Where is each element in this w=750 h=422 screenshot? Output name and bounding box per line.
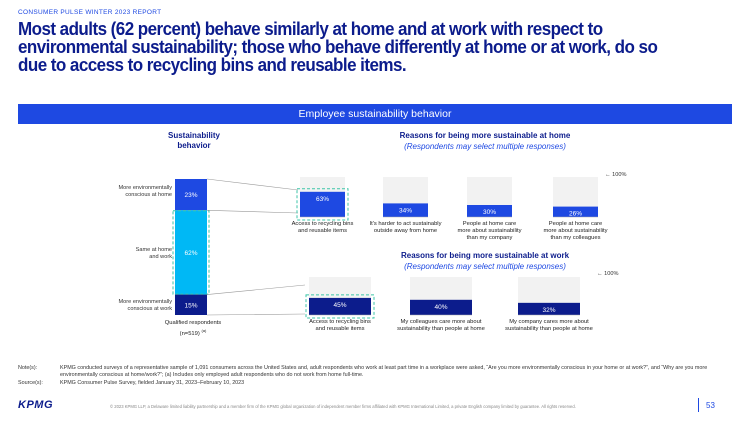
connector-home-bottom [206, 209, 299, 214]
stacked-bar-chart: 23% 62% 15% [172, 179, 210, 315]
row-label-home: More environmentally conscious at home [118, 185, 172, 198]
home-category-label-2: People at home care more about sustainabi… [457, 221, 522, 241]
source-text: KPMG Consumer Pulse Survey, fielded Janu… [60, 380, 245, 386]
work-category-label-1: My colleagues care more about sustainabil… [397, 319, 485, 332]
work-value-1: 40% [434, 304, 447, 311]
home-value-1: 34% [399, 207, 412, 214]
home-value-0: 63% [316, 196, 329, 203]
connector-work-bottom [206, 313, 306, 316]
home-section-subtitle: (Respondents may select multiple respons… [404, 142, 566, 151]
page-number: 53 [706, 401, 715, 410]
home-reasons-chart: 63% 34% 30% 26% [296, 177, 598, 221]
stack-segment-1 [175, 210, 207, 295]
home-bar-1 [383, 203, 428, 217]
left-section-title: Sustainability behavior [148, 131, 240, 151]
row-label-work: More environmentally conscious at work [118, 299, 172, 312]
work-bar-1 [410, 299, 472, 315]
copyright-text: © 2023 KPMG LLP, a Delaware limited liab… [110, 404, 576, 409]
work-section-title: Reasons for being more sustainable at wo… [400, 251, 570, 260]
work-section-subtitle: (Respondents may select multiple respons… [404, 262, 566, 271]
connector-home-top [206, 178, 299, 191]
page-headline: Most adults (62 percent) behave similarl… [18, 18, 658, 75]
work-value-0: 45% [333, 302, 346, 309]
home-bar-2 [467, 205, 512, 217]
stack-label-0: 23% [184, 192, 197, 199]
home-section-title: Reasons for being more sustainable at ho… [399, 131, 571, 140]
home-100-marker: ← 100% [605, 172, 627, 178]
stack-label-1: 62% [184, 250, 197, 257]
work-value-2: 32% [542, 307, 555, 314]
row-label-same: Same at home and work [135, 247, 172, 260]
stack-segment-0 [175, 179, 207, 211]
home-category-label-3: People at home care more about sustainabi… [543, 221, 608, 241]
work-bar-0 [309, 297, 371, 315]
notes-label: Note(s): [18, 365, 38, 371]
section-banner: Employee sustainability behavior [18, 104, 732, 124]
work-highlight-box [305, 294, 375, 319]
page-divider [698, 398, 699, 412]
home-highlight-box [296, 188, 349, 221]
left-title-line2: behavior [177, 141, 211, 150]
work-category-label-0: Access to recycling bins and reusable ite… [309, 319, 371, 332]
stack-label-2: 15% [184, 302, 197, 309]
kpmg-logo: KPMG [18, 399, 53, 411]
home-value-3: 26% [569, 211, 582, 218]
work-reasons-chart: 45% 40% 32% [305, 277, 580, 319]
left-title-line1: Sustainability [167, 131, 220, 140]
connector-lines [206, 178, 306, 316]
home-category-label-0: Access to recycling bins and reusable ite… [291, 221, 354, 234]
left-axis-label: Qualified respondents (n=519) (a) [164, 320, 222, 337]
report-eyebrow: CONSUMER PULSE WINTER 2023 REPORT [18, 9, 162, 16]
home-bar-3 [553, 206, 598, 217]
home-bar-0 [300, 191, 345, 217]
work-100-marker: ← 100% [597, 271, 619, 277]
home-value-2: 30% [483, 209, 496, 216]
source-label: Source(s): [18, 380, 43, 386]
home-category-label-1: It's harder to act sustainably outside aw… [369, 221, 442, 234]
banner-title: Employee sustainability behavior [298, 108, 452, 120]
work-category-label-2: My company cares more about sustainabilit… [505, 319, 593, 332]
work-bar-2 [518, 302, 580, 315]
stack-highlight-box [172, 210, 210, 295]
connector-work-top [206, 284, 306, 295]
stack-segment-2 [175, 294, 207, 315]
notes-text: KPMG conducted surveys of a representati… [60, 365, 708, 378]
